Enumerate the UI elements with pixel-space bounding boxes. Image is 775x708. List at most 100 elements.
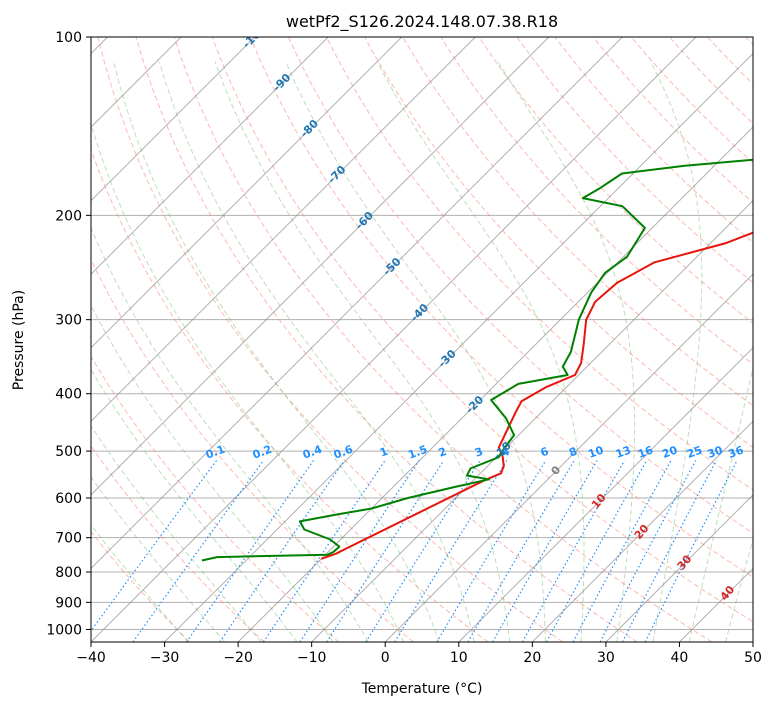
y-tick-label: 300 <box>55 313 82 329</box>
moist-adiabat <box>497 61 636 642</box>
mixing-ratio-label: 0.1 <box>204 443 227 462</box>
mixing-ratio-label: 0.2 <box>251 443 274 462</box>
moist-adiabat <box>725 537 753 642</box>
mixing-ratio-label: 25 <box>685 443 704 460</box>
mixing-ratio-label: 8 <box>567 445 579 460</box>
x-tick-label: 50 <box>744 650 762 666</box>
x-tick-label: 20 <box>523 650 541 666</box>
dry-adiabat <box>516 37 753 284</box>
mixing-ratio-label: 30 <box>706 443 725 461</box>
isotherm <box>91 37 329 275</box>
x-tick-label: −40 <box>76 650 106 666</box>
moist-adiabat <box>688 365 753 642</box>
y-tick-label: 1000 <box>46 622 82 638</box>
dry-adiabats <box>91 37 753 642</box>
moist-adiabat <box>91 226 369 642</box>
x-axis-ticks: −40 −30 −20 −10 0 10 20 30 40 50 <box>76 642 762 666</box>
y-tick-label: 500 <box>55 444 82 460</box>
isotherm <box>91 37 697 642</box>
x-axis-label: Temperature (°C) <box>361 681 483 697</box>
isotherm <box>237 126 753 642</box>
moist-adiabat <box>376 61 585 642</box>
isotherm <box>91 37 623 570</box>
skewed-isotherms <box>91 37 753 642</box>
mixing-ratio-label: 6 <box>539 445 551 460</box>
x-tick-label: 30 <box>597 650 615 666</box>
moist-adiabat <box>113 61 440 642</box>
y-axis-ticks: 100 200 300 400 500 600 700 800 900 1000 <box>46 30 91 638</box>
moist-adiabat <box>285 61 546 642</box>
dry-adiabat <box>440 37 753 365</box>
y-tick-label: 700 <box>55 531 82 547</box>
sounding-curves <box>201 158 753 562</box>
dry-adiabat <box>211 37 753 623</box>
y-tick-label: 100 <box>55 30 82 46</box>
mixing-ratio-label: 0.6 <box>332 443 355 462</box>
mixing-ratio-line <box>299 460 420 642</box>
isotherm <box>91 37 256 202</box>
plot-frame <box>90 36 754 643</box>
mixing-ratio-line <box>132 460 264 642</box>
isotherm <box>384 273 753 642</box>
mixing-ratio-lines <box>91 460 738 642</box>
mixing-ratio-label: 20 <box>660 443 679 461</box>
mixing-ratio-label: 2 <box>437 445 449 460</box>
dry-adiabat <box>91 258 414 642</box>
x-tick-label: 10 <box>450 650 468 666</box>
dry-adiabat <box>91 355 340 642</box>
x-tick-label: 40 <box>671 650 689 666</box>
moist-adiabat <box>91 122 405 642</box>
dry-adiabat <box>402 37 753 407</box>
dry-adiabat <box>478 37 753 324</box>
mixing-ratio-line <box>436 460 547 642</box>
x-tick-label: −30 <box>150 650 180 666</box>
dry-adiabat <box>135 37 638 642</box>
pressure-gridlines <box>91 37 753 630</box>
mixing-ratio-label: 10 <box>586 443 605 461</box>
mixing-ratio-label: 1.5 <box>406 443 429 462</box>
y-tick-label: 200 <box>55 208 82 224</box>
moist-adiabat <box>214 61 511 642</box>
x-tick-label: −20 <box>223 650 253 666</box>
moist-adiabat <box>158 61 475 642</box>
dry-adiabat <box>91 530 191 642</box>
mixing-ratio-line <box>91 460 217 632</box>
isotherm <box>605 494 753 642</box>
mixing-ratio-label: 4 <box>500 445 512 460</box>
dry-adiabat <box>249 37 753 578</box>
isotherm <box>458 347 753 642</box>
isotherm <box>311 199 753 642</box>
mixing-ratio-line <box>521 460 626 642</box>
mixing-ratio-label: 16 <box>636 443 655 461</box>
mixing-ratio-label: 0.4 <box>301 443 324 462</box>
dewpoint-curve <box>201 158 753 562</box>
mixing-ratio-line <box>644 460 738 642</box>
isotherm <box>164 52 753 642</box>
dry-adiabat <box>326 37 753 491</box>
mixing-ratio-label: 36 <box>727 443 746 461</box>
y-tick-label: 600 <box>55 491 82 507</box>
mixing-ratio-line <box>492 460 598 642</box>
dry-adiabat <box>91 148 489 642</box>
moist-adiabat <box>91 368 298 642</box>
isotherm <box>91 37 550 496</box>
mixing-ratio-line <box>186 460 314 642</box>
moist-adiabat <box>91 304 334 642</box>
isotherm <box>91 37 476 423</box>
mixing-ratio-line <box>219 460 345 642</box>
dry-adiabat <box>173 37 713 642</box>
isotherm <box>531 420 753 642</box>
mixing-ratio-label: 1 <box>378 445 390 460</box>
y-tick-label: 800 <box>55 565 82 581</box>
chart-title: wetPf2_S126.2024.148.07.38.R18 <box>286 12 558 32</box>
temperature-curve <box>320 231 753 560</box>
x-tick-label: −10 <box>297 650 327 666</box>
dry-adiabat <box>97 37 563 642</box>
y-axis-label: Pressure (hPa) <box>11 290 27 390</box>
dry-adiabat <box>287 37 753 534</box>
mixing-ratio-line <box>546 460 648 642</box>
y-tick-label: 900 <box>55 595 82 611</box>
mixing-ratio-line <box>262 460 386 642</box>
